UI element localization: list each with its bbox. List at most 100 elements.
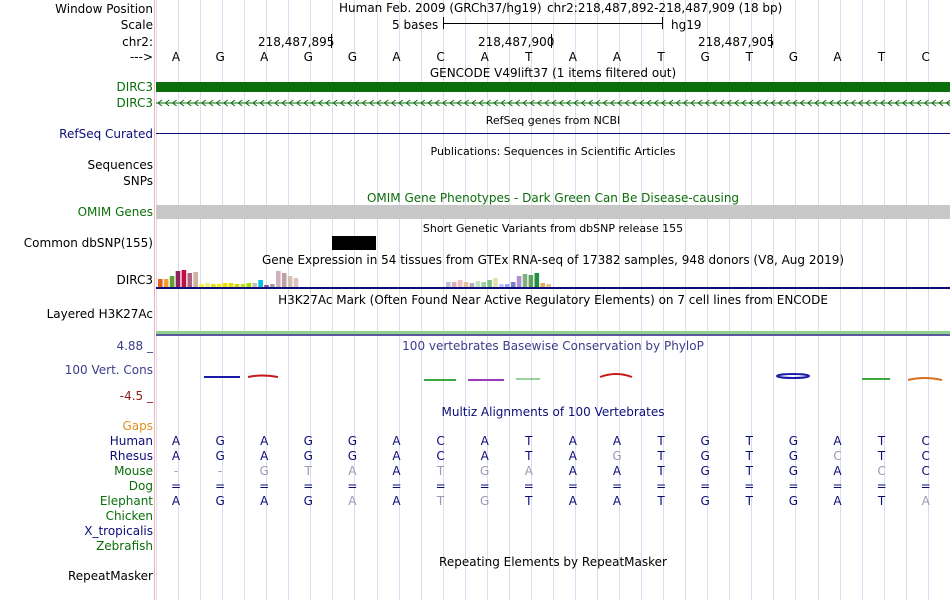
aligned-base: = [435, 479, 446, 493]
gencode-track-title: GENCODE V49lift37 (1 items filtered out) [429, 66, 677, 80]
reference-base: T [745, 50, 753, 64]
phylop-conservation-plot[interactable] [156, 370, 950, 386]
gtex-gene-label[interactable]: DIRC3 [116, 273, 153, 287]
aligned-base: - [217, 464, 223, 478]
h3k27ac-signal[interactable] [156, 331, 950, 334]
gtex-tissue-bar[interactable] [276, 271, 281, 288]
refseq-track-title: RefSeq genes from NCBI [485, 114, 621, 127]
gtex-tissue-bar[interactable] [264, 285, 269, 288]
gtex-tissue-bar[interactable] [240, 284, 246, 288]
dirc3-intron-line[interactable] [156, 97, 950, 109]
gtex-tissue-bar[interactable] [516, 276, 522, 288]
gtex-tissue-bar[interactable] [281, 273, 287, 288]
species-label-human[interactable]: Human [109, 434, 153, 448]
gtex-tissue-bar[interactable] [258, 280, 263, 288]
repeatmasker-track-title: Repeating Elements by RepeatMasker [439, 555, 667, 569]
gtex-tissue-bar[interactable] [175, 271, 181, 288]
aligned-base: G [303, 434, 313, 448]
reference-base: G [347, 50, 358, 64]
species-label-chicken[interactable]: Chicken [105, 509, 153, 523]
aligned-base: A [568, 464, 577, 478]
species-label-zebrafish[interactable]: Zebrafish [96, 539, 153, 553]
repeatmasker-label[interactable]: RepeatMasker [67, 569, 153, 583]
gtex-tissue-bar[interactable] [252, 283, 257, 288]
gtex-tissue-bar[interactable] [199, 284, 204, 288]
gtex-tissue-bar[interactable] [522, 274, 528, 288]
gtex-tissue-bar[interactable] [546, 284, 551, 288]
aligned-base: T [525, 449, 533, 463]
species-label-elephant[interactable]: Elephant [99, 494, 153, 508]
layered-h3k27ac-label[interactable]: Layered H3K27Ac [46, 307, 153, 321]
aligned-base: A [480, 449, 489, 463]
aligned-base: G [788, 449, 799, 463]
omim-gene-bar[interactable] [156, 205, 950, 219]
tick-label-1: 218,487,895 [258, 35, 335, 49]
gtex-tissue-bar[interactable] [158, 279, 163, 288]
species-label-x_tropicalis[interactable]: X_tropicalis [84, 524, 153, 538]
aligned-base: T [657, 449, 665, 463]
reference-base: A [568, 50, 577, 64]
aligned-base: = [303, 479, 314, 493]
gtex-tissue-bar[interactable] [205, 283, 210, 288]
gtex-tissue-bar[interactable] [528, 275, 534, 288]
aligned-base: A [348, 464, 357, 478]
gtex-tissue-bar[interactable] [169, 276, 175, 288]
sequences-label[interactable]: Sequences [87, 158, 153, 172]
gtex-tissue-bar[interactable] [217, 284, 222, 288]
snp-variant-block[interactable] [332, 236, 376, 250]
gtex-tissue-bar[interactable] [469, 283, 475, 288]
gtex-tissue-bar[interactable] [487, 280, 492, 288]
aligned-base: G [700, 434, 710, 448]
phylop-track-title: 100 vertebrates Basewise Conservation by… [402, 339, 704, 353]
gtex-tissue-bar[interactable] [451, 282, 457, 288]
gtex-tissue-bar[interactable] [293, 278, 299, 288]
refseq-curated-label[interactable]: RefSeq Curated [59, 127, 153, 141]
gtex-tissue-bar[interactable] [193, 272, 198, 288]
gtex-tissue-bar[interactable] [510, 282, 516, 288]
dirc3-gencode-label-1[interactable]: DIRC3 [116, 80, 153, 94]
aligned-base: = [523, 479, 534, 493]
tick-label-3: 218,487,905 [698, 35, 775, 49]
gtex-tissue-bar[interactable] [446, 282, 451, 288]
species-label-rhesus[interactable]: Rhesus [109, 449, 153, 463]
gtex-tissue-bar[interactable] [481, 282, 486, 288]
omim-genes-label[interactable]: OMIM Genes [77, 205, 153, 219]
gtex-tissue-bar[interactable] [163, 279, 169, 288]
dirc3-gencode-label-2[interactable]: DIRC3 [116, 96, 153, 110]
aligned-base: T [745, 464, 753, 478]
species-label-dog[interactable]: Dog [128, 479, 153, 493]
aligned-base: A [260, 434, 269, 448]
aligned-base: T [745, 494, 753, 508]
gtex-tissue-bar[interactable] [187, 273, 193, 288]
assembly-title: Human Feb. 2009 (GRCh37/hg19) [339, 1, 542, 15]
gtex-tissue-bar[interactable] [493, 278, 498, 288]
gtex-tissue-bar[interactable] [505, 284, 510, 288]
gtex-tissue-bar[interactable] [246, 283, 252, 288]
gtex-tissue-bar[interactable] [534, 273, 540, 288]
gtex-expression-bars[interactable] [156, 266, 950, 288]
aligned-base: C [436, 434, 445, 448]
gtex-tissue-bar[interactable] [211, 284, 216, 288]
gtex-tissue-bar[interactable] [270, 284, 275, 288]
gtex-tissue-bar[interactable] [181, 270, 187, 288]
vert-cons-label[interactable]: 100 Vert. Cons [64, 363, 153, 377]
gtex-tissue-bar[interactable] [499, 284, 504, 288]
gtex-tissue-bar[interactable] [234, 284, 240, 288]
gtex-tissue-bar[interactable] [457, 280, 463, 288]
dirc3-gene-block[interactable] [156, 82, 950, 92]
common-dbsnp-label[interactable]: Common dbSNP(155) [23, 236, 153, 250]
refseq-gene-line[interactable] [156, 133, 950, 134]
cons-min-label: -4.5 _ [119, 389, 153, 403]
gtex-tissue-bar[interactable] [228, 283, 234, 288]
gtex-tissue-bar[interactable] [540, 283, 545, 288]
snps-label[interactable]: SNPs [123, 174, 153, 188]
aligned-base: A [480, 434, 489, 448]
gtex-tissue-bar[interactable] [475, 281, 481, 288]
reference-base: T [877, 50, 886, 64]
window-position-label: Window Position [55, 2, 153, 16]
species-label-mouse[interactable]: Mouse [114, 464, 153, 478]
gtex-tissue-bar[interactable] [463, 282, 469, 288]
gtex-tissue-bar[interactable] [222, 283, 228, 288]
aligned-base: A [260, 494, 269, 508]
gtex-tissue-bar[interactable] [287, 276, 293, 288]
